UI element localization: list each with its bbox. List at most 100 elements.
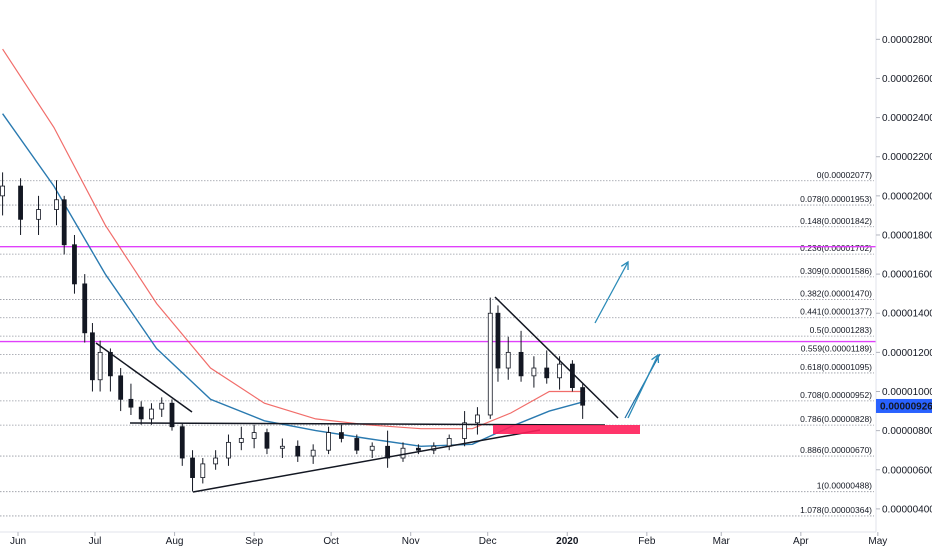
- current-price-badge: [876, 398, 932, 413]
- time-tick-label: Feb: [638, 536, 656, 547]
- horizontal-support-line: [129, 422, 606, 426]
- candle-body-up: [505, 351, 511, 369]
- fib-level-label: 0.148(0.00001842): [800, 216, 872, 226]
- candle-body-up: [251, 432, 257, 439]
- fib-level-label: 0(0.00002077): [817, 170, 872, 180]
- candle-body-up: [226, 441, 231, 459]
- time-tick-label: May: [868, 536, 887, 547]
- candle-body-down: [118, 375, 124, 400]
- candle-body-down: [179, 426, 185, 459]
- upward-arrow-lower-head: [651, 353, 660, 364]
- candle-body-down: [190, 457, 195, 478]
- demand-zone-box: [493, 425, 640, 434]
- price-tick-label: 0.00002000: [882, 191, 932, 202]
- candle-body-down: [544, 367, 550, 379]
- candle-body-down: [264, 432, 270, 449]
- price-axis[interactable]: 0.00002800 0.00002600 0.00002400 0.00002200…: [875, 0, 932, 532]
- candlestick-series: [0, 172, 586, 492]
- fib-level-label: 0.618(0.00001095): [800, 362, 872, 372]
- upward-arrow-lower: [627, 354, 659, 419]
- price-tick-label: 0.00001400: [882, 309, 932, 320]
- candle-body-down: [18, 185, 23, 220]
- time-tick-label: Sep: [245, 536, 263, 547]
- time-tick-label: Oct: [323, 536, 339, 547]
- candle-body-up: [36, 209, 41, 220]
- candle-body-up: [54, 199, 59, 210]
- candle-body-down: [128, 398, 134, 408]
- candle-body-up: [310, 449, 316, 457]
- time-tick-label: Aug: [166, 536, 184, 547]
- time-tick-label: Apr: [793, 536, 809, 547]
- fib-level-label: 0.886(0.00000670): [800, 445, 872, 455]
- fib-level-label: 0.786(0.00000828): [800, 414, 872, 424]
- upward-arrow-upper-head: [620, 260, 629, 271]
- fib-retracement[interactable]: 0(0.00002077) 0.078(0.00001953) 0.148(0.00…: [0, 170, 874, 517]
- candle-body-up: [557, 363, 562, 379]
- candle-body-down: [354, 438, 360, 451]
- time-tick-label: 2020: [556, 536, 579, 547]
- fib-level-label: 1(0.00000488): [817, 481, 872, 491]
- descending-trendline-left: [95, 342, 193, 413]
- price-tick-label: 0.00002200: [882, 152, 932, 163]
- horizontal-lines[interactable]: [0, 246, 876, 343]
- fib-level-label: 0.309(0.00001586): [800, 266, 872, 276]
- candle-body-up: [279, 445, 285, 449]
- price-tick-label: 0.00000800: [882, 426, 932, 437]
- candle-body-down: [169, 402, 175, 428]
- candle-body-down: [518, 351, 524, 377]
- candle-body-up: [462, 422, 468, 439]
- price-tick-label: 0.00001800: [882, 230, 932, 241]
- candle-body-up: [0, 185, 5, 197]
- price-tick-label: 0.00002600: [882, 74, 932, 85]
- candle-body-down: [138, 406, 144, 420]
- price-tick-label: 0.00001600: [882, 270, 932, 281]
- candle-body-up: [475, 414, 480, 424]
- candle-body-down: [72, 244, 77, 285]
- fib-level-label: 0.236(0.00001702): [800, 243, 872, 253]
- candle-body-down: [338, 432, 344, 439]
- trend-drawings[interactable]: [95, 260, 661, 493]
- fib-level-label: 0.382(0.00001470): [800, 289, 872, 299]
- candle-body-down: [90, 332, 95, 381]
- price-tick-label: 0.00001000: [882, 387, 932, 398]
- price-tick-label: 0.00000400: [882, 504, 932, 515]
- candle-body-up: [531, 367, 537, 377]
- candle-body-up: [400, 447, 406, 459]
- candle-body-up: [97, 351, 103, 381]
- time-tick-label: Nov: [402, 536, 420, 547]
- time-tick-label: Jun: [10, 536, 26, 547]
- fib-level-label: 0.441(0.00001377): [800, 307, 872, 317]
- candle-body-up: [369, 445, 375, 451]
- candle-body-up: [326, 432, 331, 451]
- price-tick-label: 0.00000600: [882, 465, 932, 476]
- candle-body-up: [487, 312, 493, 416]
- candle-body-down: [415, 447, 421, 451]
- upward-arrow-upper: [594, 261, 629, 324]
- projection-line: [624, 353, 661, 419]
- candle-body-up: [213, 457, 219, 465]
- candle-body-up: [200, 463, 206, 478]
- fib-level-label: 0.078(0.00001953): [800, 194, 872, 204]
- fib-level-label: 0.708(0.00000952): [800, 390, 872, 400]
- candle-body-down: [385, 445, 391, 459]
- price-tick-label: 0.00002800: [882, 35, 932, 46]
- time-tick-label: Dec: [479, 536, 497, 547]
- fib-level-label: 1.078(0.00000364): [800, 505, 872, 515]
- candle-body-up: [159, 402, 165, 410]
- price-tick-label: 0.00001200: [882, 348, 932, 359]
- candle-body-down: [82, 283, 88, 334]
- descending-trendline-right: [494, 296, 619, 419]
- time-axis[interactable]: Jun Jul Aug Sep Oct Nov Dec 2020 Feb Mar Apr May: [0, 531, 887, 547]
- candle-body-down: [61, 199, 67, 246]
- candle-body-up: [446, 438, 452, 447]
- fib-level-label: 0.5(0.00001283): [810, 325, 873, 335]
- candle-body-down: [295, 445, 301, 457]
- fib-level-label: 0.559(0.00001189): [801, 344, 872, 354]
- time-tick-label: Jul: [89, 536, 102, 547]
- moving-average-red-line: [2, 48, 586, 430]
- ascending-trendline: [192, 429, 541, 493]
- candle-body-up: [238, 438, 244, 443]
- candle-body-up: [149, 408, 154, 420]
